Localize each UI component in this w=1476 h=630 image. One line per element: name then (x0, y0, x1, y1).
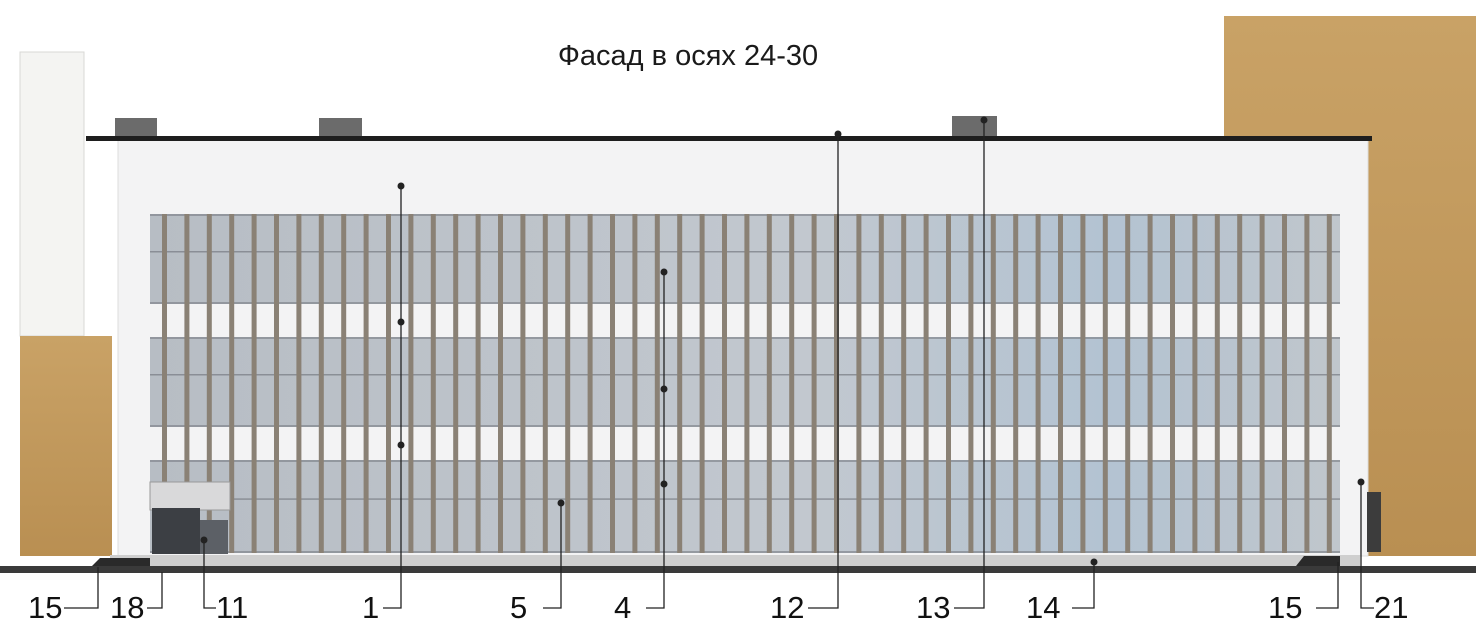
plinth (110, 555, 1360, 566)
vertical-fin (1035, 214, 1041, 553)
vertical-fin (1214, 214, 1220, 553)
callout-21: 21 (1374, 590, 1409, 625)
roof-unit (952, 116, 997, 136)
vertical-fin (923, 214, 929, 553)
vertical-fin (430, 214, 436, 553)
roof-unit (115, 118, 157, 136)
callout-15-left: 15 (28, 590, 63, 625)
left-white-tower (19, 51, 85, 337)
vertical-fin (1304, 214, 1310, 553)
vertical-fin (162, 214, 167, 553)
roof-parapet (86, 136, 1372, 141)
vertical-fin (542, 214, 548, 553)
vertical-fin (1170, 214, 1175, 553)
vertical-fin (1192, 214, 1198, 553)
vertical-fin (1013, 214, 1019, 553)
entrance-canopy (149, 481, 231, 511)
vertical-fin (386, 214, 391, 553)
vertical-fin (520, 214, 526, 553)
callout-13: 13 (916, 590, 951, 625)
right-door (1367, 492, 1381, 552)
vertical-fin (251, 214, 257, 553)
vertical-fin (744, 214, 750, 553)
vertical-fin (968, 214, 974, 553)
drawing-title: Фасад в осях 24-30 (557, 40, 819, 72)
vertical-fin (1080, 214, 1086, 553)
vertical-fin (408, 214, 414, 553)
vertical-fin (946, 214, 951, 553)
vertical-fin (587, 214, 593, 553)
vertical-fin (1326, 214, 1332, 553)
vertical-fin (296, 214, 302, 553)
callout-15-right: 15 (1268, 590, 1303, 625)
vertical-fin (834, 214, 839, 553)
vertical-fin (453, 214, 459, 553)
vertical-fin (901, 214, 907, 553)
vertical-fin (699, 214, 705, 553)
callout-1: 1 (362, 590, 380, 625)
vertical-fin (229, 214, 235, 553)
vertical-fin (1147, 214, 1153, 553)
vertical-fin (990, 214, 996, 553)
callout-11: 11 (216, 590, 249, 625)
vertical-fin (722, 214, 727, 553)
vertical-fins (162, 214, 1332, 553)
left-wood-block (20, 336, 112, 556)
callout-12: 12 (770, 590, 805, 625)
vertical-fin (677, 214, 683, 553)
vertical-fin (1237, 214, 1243, 553)
entrance-door (152, 508, 200, 554)
roof-unit (319, 118, 362, 136)
vertical-fin (1125, 214, 1131, 553)
vertical-fin (610, 214, 615, 553)
ramp-right (1296, 556, 1340, 566)
vertical-fin (878, 214, 884, 553)
vertical-fin (475, 214, 481, 553)
callout-18: 18 (110, 590, 145, 625)
vertical-fin (498, 214, 503, 553)
callout-14: 14 (1026, 590, 1061, 625)
vertical-fin (1282, 214, 1287, 553)
vertical-fin (341, 214, 347, 553)
vertical-fin (318, 214, 324, 553)
vertical-fin (1102, 214, 1108, 553)
vertical-fin (565, 214, 571, 553)
vertical-fin (811, 214, 817, 553)
vertical-fin (274, 214, 279, 553)
ground-line (0, 566, 1476, 573)
callout-dots (200, 116, 1365, 566)
vertical-fin (766, 214, 772, 553)
ramp-left (92, 558, 150, 566)
vertical-fin (632, 214, 638, 553)
vertical-fin (184, 214, 190, 553)
callout-5: 5 (510, 590, 528, 625)
vertical-fin (856, 214, 862, 553)
callout-4: 4 (614, 590, 632, 625)
vertical-fin (206, 214, 212, 553)
vertical-fin (789, 214, 795, 553)
vertical-fin (1058, 214, 1063, 553)
callout-leaders (64, 120, 1374, 609)
vertical-fin (1259, 214, 1265, 553)
vertical-fin (363, 214, 369, 553)
vertical-fin (654, 214, 660, 553)
